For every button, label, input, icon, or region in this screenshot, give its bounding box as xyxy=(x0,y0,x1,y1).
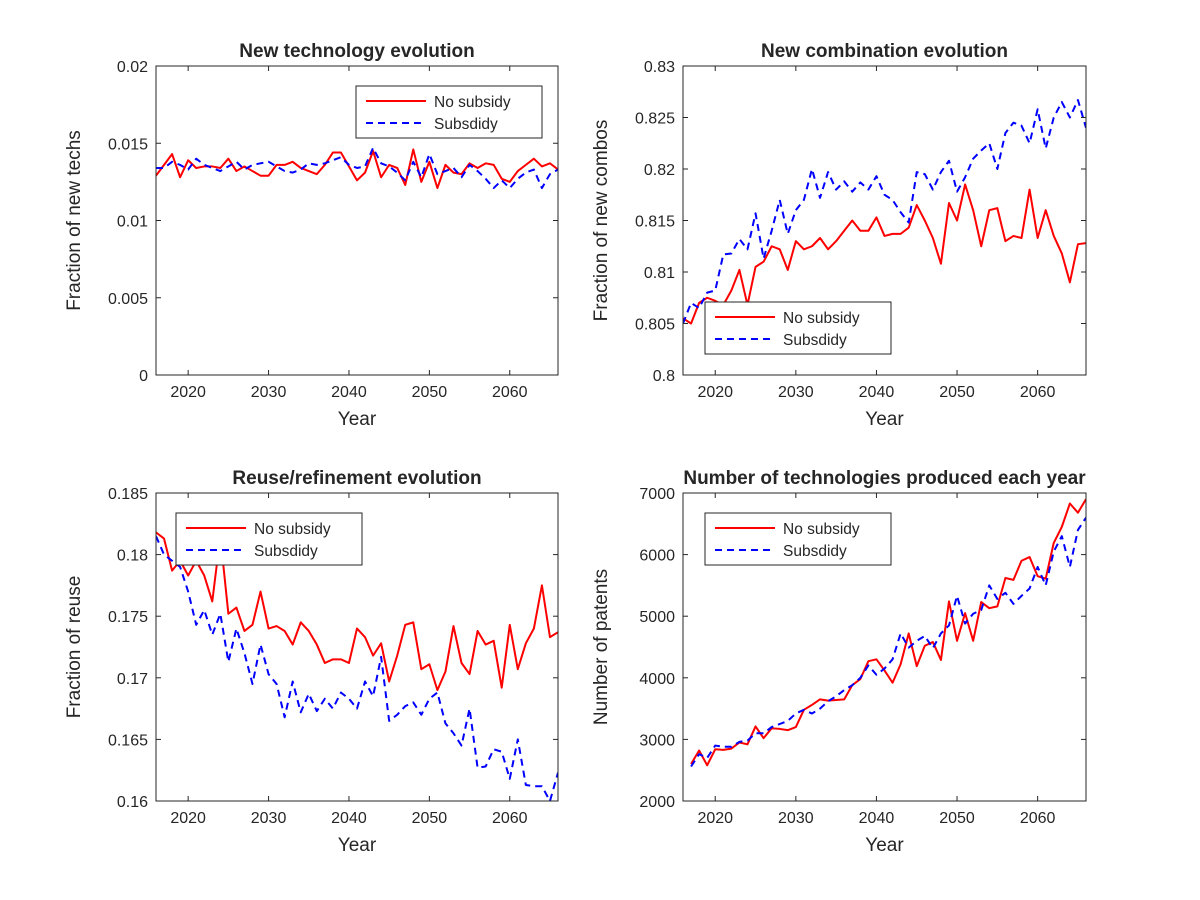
y-tick-label: 0.8 xyxy=(653,368,675,385)
y-tick-label: 0.825 xyxy=(635,111,675,128)
chart-2 xyxy=(683,66,1086,375)
y-tick-label: 0.18 xyxy=(117,548,148,565)
chart-title: New combination evolution xyxy=(761,41,1008,62)
chart-title: New technology evolution xyxy=(239,41,474,62)
x-axis-label: Year xyxy=(338,835,377,856)
x-tick-label: 2060 xyxy=(1020,384,1056,401)
y-axis-label: Fraction of new techs xyxy=(64,130,85,311)
x-tick-label: 2020 xyxy=(697,384,733,401)
x-tick-label: 2060 xyxy=(1020,810,1056,827)
x-tick-label: 2020 xyxy=(697,810,733,827)
x-tick-label: 2040 xyxy=(331,384,367,401)
y-tick-label: 0.805 xyxy=(635,317,675,334)
y-tick-label: 7000 xyxy=(639,486,675,503)
chart-3 xyxy=(156,493,558,801)
x-tick-label: 2030 xyxy=(778,810,814,827)
x-tick-label: 2050 xyxy=(939,384,975,401)
y-axis-label: Fraction of new combos xyxy=(591,120,612,322)
x-axis-label: Year xyxy=(865,409,904,430)
chart-title: Reuse/refinement evolution xyxy=(232,468,481,489)
y-tick-label: 3000 xyxy=(639,732,675,749)
x-axis-label: Year xyxy=(338,409,377,430)
legend-label: No subsidy xyxy=(783,310,860,327)
x-axis-label: Year xyxy=(865,835,904,856)
chart-4 xyxy=(683,493,1086,801)
y-tick-label: 0.005 xyxy=(108,291,148,308)
y-tick-label: 4000 xyxy=(639,671,675,688)
y-tick-label: 2000 xyxy=(639,794,675,811)
y-tick-label: 0 xyxy=(139,368,148,385)
legend-label: No subsidy xyxy=(434,94,511,111)
y-tick-label: 0.82 xyxy=(644,162,675,179)
x-tick-label: 2030 xyxy=(778,384,814,401)
legend-label: No subsidy xyxy=(254,521,331,538)
y-tick-label: 0.185 xyxy=(108,486,148,503)
x-tick-label: 2040 xyxy=(859,810,895,827)
y-axis-label: Number of patents xyxy=(591,569,612,725)
y-tick-label: 0.175 xyxy=(108,609,148,626)
y-tick-label: 0.165 xyxy=(108,732,148,749)
y-tick-label: 6000 xyxy=(639,548,675,565)
y-tick-label: 0.02 xyxy=(117,59,148,76)
legend-label: No subsidy xyxy=(783,521,860,538)
x-tick-label: 2050 xyxy=(939,810,975,827)
x-tick-label: 2050 xyxy=(412,384,448,401)
x-tick-label: 2020 xyxy=(170,810,206,827)
x-tick-label: 2060 xyxy=(492,384,528,401)
y-tick-label: 5000 xyxy=(639,609,675,626)
legend-label: Subsdidy xyxy=(434,116,498,133)
x-tick-label: 2040 xyxy=(331,810,367,827)
legend-label: Subsdidy xyxy=(783,543,847,560)
x-tick-label: 2040 xyxy=(859,384,895,401)
x-tick-label: 2030 xyxy=(251,384,287,401)
x-tick-label: 2050 xyxy=(412,810,448,827)
x-tick-label: 2060 xyxy=(492,810,528,827)
y-tick-label: 0.83 xyxy=(644,59,675,76)
chart-1 xyxy=(156,66,558,375)
y-tick-label: 0.815 xyxy=(635,214,675,231)
y-tick-label: 0.17 xyxy=(117,671,148,688)
x-tick-label: 2030 xyxy=(251,810,287,827)
legend-label: Subsdidy xyxy=(783,332,847,349)
x-tick-label: 2020 xyxy=(170,384,206,401)
legend-label: Subsdidy xyxy=(254,543,318,560)
y-axis-label: Fraction of reuse xyxy=(64,576,85,719)
y-tick-label: 0.015 xyxy=(108,136,148,153)
y-tick-label: 0.16 xyxy=(117,794,148,811)
chart-title: Number of technologies produced each yea… xyxy=(683,468,1086,489)
y-tick-label: 0.01 xyxy=(117,214,148,231)
y-tick-label: 0.81 xyxy=(644,265,675,282)
